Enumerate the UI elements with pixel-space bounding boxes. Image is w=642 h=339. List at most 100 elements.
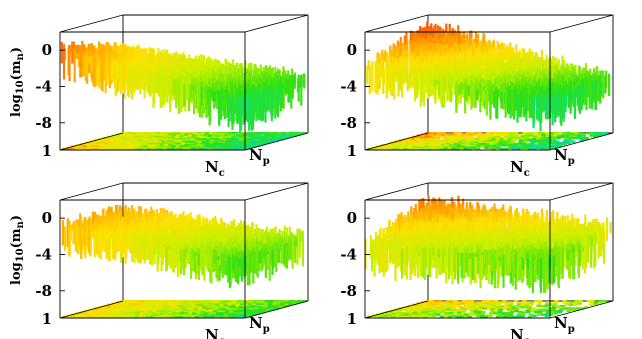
floor-mark — [190, 147, 196, 151]
floor-mark — [194, 147, 200, 151]
floor-mark — [210, 315, 216, 319]
floor-mark — [551, 138, 557, 141]
floor-mark — [191, 304, 196, 308]
floor-mark — [227, 136, 232, 140]
floor-mark — [179, 134, 185, 137]
floor-mark — [236, 312, 241, 315]
floor-mark — [501, 134, 506, 137]
floor-mark — [240, 312, 245, 315]
floor-mark — [140, 142, 145, 146]
floor-mark — [593, 135, 598, 139]
floor-mark — [243, 304, 248, 308]
floor-mark — [496, 136, 501, 140]
floor-mark — [187, 303, 192, 306]
floor-mark — [224, 302, 229, 305]
floor-mark — [90, 315, 95, 319]
floor-mark — [163, 145, 168, 148]
floor-mark — [436, 144, 442, 147]
floor-mark — [106, 136, 111, 140]
floor-mark — [130, 147, 135, 151]
floor-mark — [200, 134, 205, 137]
floor-mark — [167, 313, 172, 316]
floor-mark — [525, 142, 531, 146]
floor-mark — [108, 142, 113, 146]
floor-mark — [447, 136, 453, 140]
floor-mark — [574, 132, 579, 135]
floor-mark — [441, 142, 446, 146]
floor-mark — [527, 147, 533, 151]
floor-mark — [147, 313, 152, 316]
floor-mark — [460, 145, 465, 148]
floor-mark — [139, 302, 145, 305]
floor-mark — [214, 315, 220, 319]
floor-mark — [198, 315, 204, 319]
floor-mark — [167, 145, 172, 148]
floor-mark — [191, 303, 196, 306]
floor-mark — [146, 147, 151, 151]
floor-mark — [154, 315, 159, 319]
y-label-arg-sub: n — [15, 52, 26, 60]
floor-mark — [110, 136, 115, 140]
floor-mark — [424, 145, 429, 148]
floor-mark — [499, 138, 504, 141]
floor-mark — [240, 313, 245, 316]
floor-mark — [517, 142, 523, 146]
floor-mark — [203, 303, 208, 306]
floor-mark — [492, 145, 498, 148]
floor-mark — [513, 144, 518, 147]
floor-mark — [255, 303, 261, 306]
floor-mark — [236, 310, 242, 314]
floor-mark — [147, 303, 152, 306]
floor-mark — [408, 144, 414, 147]
floor-mark — [183, 145, 189, 148]
floor-mark — [239, 136, 244, 140]
floor-mark — [251, 304, 256, 308]
floor-mark — [224, 310, 230, 314]
floor-mark — [176, 310, 181, 314]
floor-mark — [196, 310, 202, 314]
floor-mark — [95, 312, 101, 315]
floor-mark — [147, 145, 152, 148]
floor-mark — [216, 312, 221, 315]
floor-mark — [219, 304, 224, 308]
floor-mark — [227, 313, 233, 316]
floor-mark — [475, 136, 481, 140]
floor-mark — [175, 304, 180, 308]
floor-mark — [128, 142, 133, 146]
floor-mark — [212, 302, 217, 305]
floor-mark — [272, 134, 277, 137]
floor-mark — [567, 139, 572, 142]
floor-mark — [496, 146, 501, 149]
floor-mark — [228, 310, 234, 314]
floor-mark — [174, 147, 180, 151]
floor-mark — [184, 312, 189, 315]
floor-mark — [126, 315, 131, 319]
floor-mark — [520, 136, 525, 140]
floor-mark — [75, 313, 80, 316]
floor-mark — [508, 136, 513, 140]
ytick-label: 0 — [42, 41, 52, 59]
floor-mark — [247, 136, 252, 140]
floor-label: 1 — [42, 142, 52, 160]
floor-mark — [78, 147, 83, 151]
floor-mark — [179, 136, 184, 140]
frame-edge — [549, 14, 614, 33]
floor-mark — [168, 312, 173, 315]
floor-mark — [155, 134, 161, 137]
floor-mark — [473, 144, 478, 147]
floor-mark — [214, 147, 220, 151]
floor-mark — [172, 142, 177, 146]
floor-mark — [240, 142, 246, 146]
floor-mark — [223, 145, 229, 148]
floor-mark — [204, 310, 210, 314]
floor-mark — [259, 303, 265, 306]
floor-mark — [261, 142, 266, 146]
floor-mark — [215, 303, 220, 306]
x-axis-subscript: c — [219, 168, 225, 179]
floor-mark — [236, 134, 241, 137]
floor-mark — [576, 136, 581, 140]
floor-mark — [283, 304, 288, 308]
floor-projection — [62, 300, 306, 319]
floor-mark — [84, 310, 89, 314]
floor-mark — [134, 136, 140, 140]
